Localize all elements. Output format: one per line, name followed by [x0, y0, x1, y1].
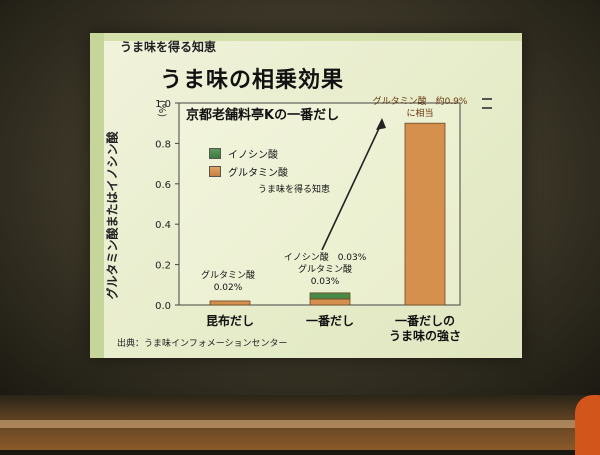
x-category-label: 一番だしの [395, 313, 455, 328]
slide-title: うま味の相乗効果 [160, 68, 345, 93]
trend-arrow-head-icon [376, 118, 386, 130]
y-tick-label: 0.6 [155, 180, 171, 191]
x-category-label: 昆布だし [206, 313, 254, 328]
bar-glutamic [209, 300, 251, 306]
legend-label-glutamic: グルタミン酸 [228, 168, 288, 179]
slide-source: 出典：うま味インフォメーションセンター [117, 339, 288, 349]
presentation-slide [90, 33, 522, 358]
slide-top-band [104, 33, 522, 41]
annotation-kombu: グルタミン酸 [201, 269, 255, 281]
trend-arrow-line [321, 121, 383, 251]
bar-glutamic [309, 298, 351, 306]
bar-inosinic [309, 292, 351, 300]
annotation-ichiban: イノシン酸 0.03% [284, 252, 367, 263]
annotation-ichiban: グルタミン酸 [298, 263, 352, 275]
audience-member [575, 395, 600, 455]
arrow-label: うま味を得る知恵 [258, 183, 330, 195]
chart-title: 京都老舗料亭Kの一番だし [186, 108, 340, 123]
legend-swatch-inosinic [209, 148, 221, 159]
y-tick-label: 1.0 [155, 99, 171, 110]
y-tick-label: 0.0 [155, 301, 171, 312]
stage-edge [0, 420, 600, 428]
annotation-strength: に相当 [406, 107, 433, 119]
y-tick-label: 0.4 [155, 220, 171, 231]
x-category-label: 一番だし [306, 313, 354, 328]
legend-label-inosinic: イノシン酸 [228, 150, 278, 161]
x-category-label: うま味の強さ [389, 328, 461, 343]
annotation-strength: グルタミン酸 約0.9% [373, 95, 468, 107]
y-tick-label: 0.2 [155, 261, 171, 272]
annotation-ichiban: 0.03% [311, 277, 340, 287]
legend-marker-icon [482, 98, 492, 109]
legend-swatch-glutamic [209, 166, 221, 177]
bar-glutamic [404, 122, 446, 306]
slide-sidebar [90, 33, 104, 358]
annotation-kombu: 0.02% [214, 283, 243, 293]
y-tick-label: 0.8 [155, 139, 171, 150]
slide-eyebrow: うま味を得る知恵 [120, 40, 217, 54]
